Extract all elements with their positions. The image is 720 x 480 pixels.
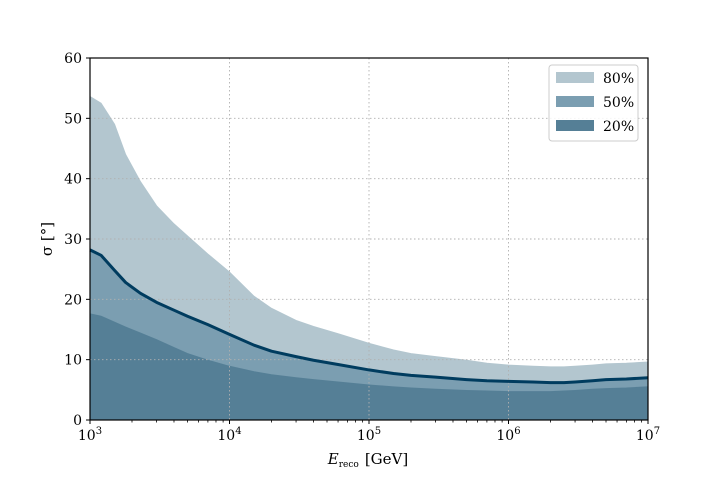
y-axis-label-text: σ [°]: [38, 222, 56, 256]
ticks-layer: 0 10 20 30 40 50 60 103 104 105 106 107: [64, 51, 660, 444]
x-tick-label: 103: [78, 426, 102, 444]
median-layer: [89, 248, 649, 385]
y-tick-label: 50: [64, 111, 82, 127]
y-tick-label: 10: [64, 353, 82, 369]
median-line: [89, 248, 649, 385]
y-axis-label: σ [°]: [38, 222, 56, 256]
legend-entry-50: 50%: [556, 95, 634, 111]
grid-layer: [90, 58, 648, 420]
x-tick-label: 104: [217, 426, 241, 444]
legend-swatch-80: [556, 72, 594, 83]
y-tick-label: 0: [73, 413, 82, 429]
legend: 80% 50% 20%: [548, 64, 639, 142]
x-tick-label: 106: [496, 426, 520, 444]
legend-entry-80: 80%: [556, 71, 634, 87]
legend-swatch-50: [556, 96, 594, 107]
x-axis-label: Ereco [GeV]: [327, 450, 408, 470]
x-tick-label: 105: [357, 426, 381, 444]
y-tick-label: 60: [64, 51, 82, 67]
legend-entry-20: 20%: [556, 119, 634, 135]
legend-label-50: 50%: [603, 95, 634, 111]
y-tick-label: 40: [64, 172, 82, 188]
x-axis-label-unit: [GeV]: [365, 450, 408, 468]
x-axis-label-sub: reco: [339, 460, 359, 470]
legend-swatch-20: [556, 120, 594, 131]
x-tick-label: 107: [636, 426, 660, 444]
legend-label-20: 20%: [603, 119, 634, 135]
y-tick-label: 20: [64, 292, 82, 308]
x-axis-label-main: E: [327, 450, 339, 468]
y-tick-label: 30: [64, 232, 82, 248]
legend-label-80: 80%: [603, 71, 634, 87]
